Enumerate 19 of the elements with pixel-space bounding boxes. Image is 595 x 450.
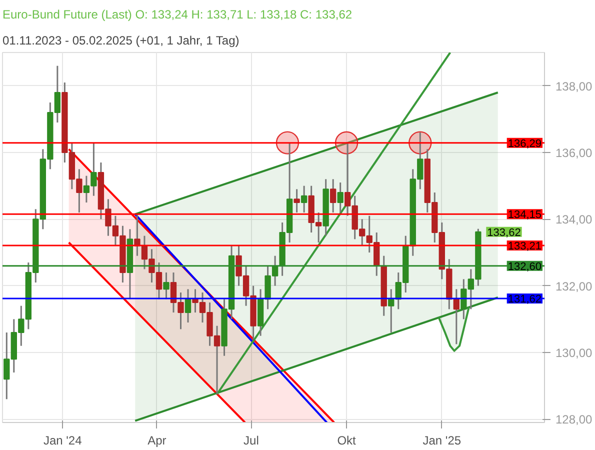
ref-line-label: 133,21 — [508, 240, 542, 252]
y-tick-label: 130,00 — [556, 346, 593, 360]
x-tick-label: Okt — [337, 434, 357, 448]
x-tick-label: Jan '25 — [422, 434, 462, 448]
x-tick-label: Apr — [148, 434, 166, 448]
chart-subtitle: 01.11.2023 - 05.02.2025 (+01, 1 Jahr, 1 Tag) — [2, 34, 240, 48]
x-tick-label: Jan '24 — [43, 434, 82, 448]
ref-line-label: 136,29 — [508, 138, 542, 150]
y-tick-label: 134,00 — [556, 212, 593, 227]
y-tick-label: 132,00 — [556, 279, 593, 294]
ref-line-label: 134,15 — [508, 209, 542, 222]
y-tick-label: 138,00 — [556, 79, 593, 94]
y-tick-label: 128,00 — [556, 412, 593, 427]
annotation: 133,62 — [487, 226, 521, 239]
ref-line-label: 131,62 — [508, 294, 542, 306]
chart-title: Euro-Bund Future (Last) O: 133,24 H: 133,71 L: 133,18 C: 133,62 — [2, 8, 352, 22]
x-tick-label: Jul — [244, 434, 259, 448]
ref-line-label: 132,60 — [508, 260, 542, 273]
y-tick-label: 136,00 — [556, 146, 593, 160]
